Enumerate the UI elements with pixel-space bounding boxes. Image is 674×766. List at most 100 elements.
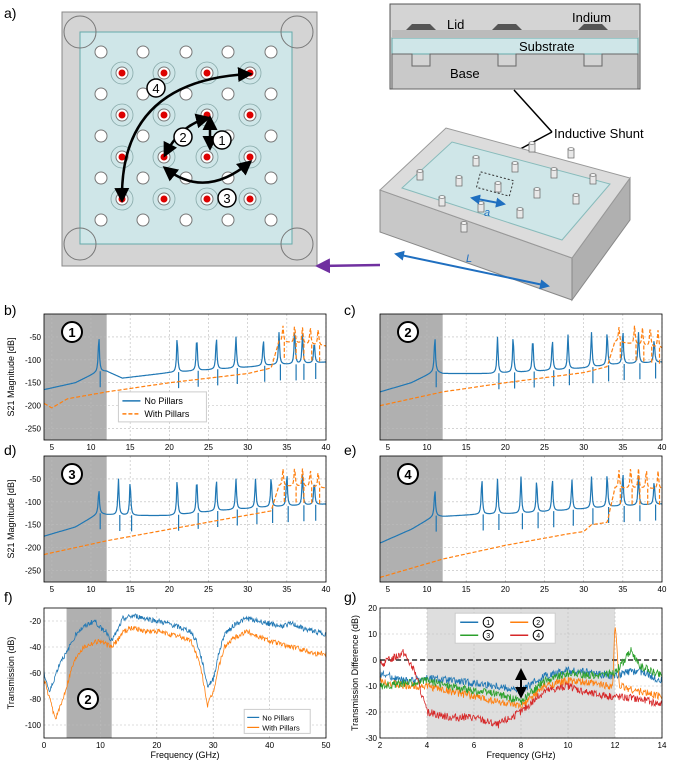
pillar xyxy=(264,171,278,185)
cross-section-schematic: Lid Indium Substrate Base xyxy=(389,3,641,90)
x-tick-label: 40 xyxy=(265,741,274,750)
path-marker-1: 1 xyxy=(212,130,232,150)
y-tick-label: -30 xyxy=(365,734,377,743)
legend: 1 2 3 4 xyxy=(454,612,556,644)
x-tick-label: 15 xyxy=(462,585,471,594)
x-tick-label: 15 xyxy=(126,443,135,452)
y-tick-label: -150 xyxy=(25,521,42,530)
dim-a-arrow xyxy=(470,194,506,208)
y-tick-label: -10 xyxy=(365,682,377,691)
port-dot xyxy=(160,111,168,119)
box-pillar-top xyxy=(416,169,424,173)
path-marker-3: 3 xyxy=(217,188,237,208)
series-no-pillars xyxy=(44,613,326,693)
pillar xyxy=(136,45,150,59)
y-tick-label: -250 xyxy=(25,425,42,434)
x-tick-label: 6 xyxy=(472,741,477,750)
pillar xyxy=(179,45,193,59)
pillar xyxy=(94,213,108,227)
panel-label-d: d) xyxy=(4,442,16,458)
x-tick-label: 15 xyxy=(126,585,135,594)
x-tick-label: 25 xyxy=(204,443,213,452)
pillar xyxy=(264,213,278,227)
y-axis-label: Transmission Difference (dB) xyxy=(350,615,360,731)
series-4 xyxy=(380,649,662,729)
plot-frame xyxy=(379,607,663,739)
box-pillar-top xyxy=(460,221,468,225)
y-tick-label: 0 xyxy=(373,656,378,665)
series-group xyxy=(44,325,326,409)
x-tick-label: 35 xyxy=(282,443,291,452)
legend-box xyxy=(117,391,207,423)
y-tick-label: -200 xyxy=(25,544,42,553)
x-tick-label: 10 xyxy=(87,443,96,452)
x-tick-label: 20 xyxy=(152,741,161,750)
dim-L-label: L xyxy=(466,253,472,265)
path-marker-4: 4 xyxy=(146,78,166,98)
y-axis-label: Transmission (dB) xyxy=(6,637,16,710)
x-axis-label: Frequency (GHz) xyxy=(486,750,555,760)
pillar xyxy=(221,87,235,101)
legend-marker xyxy=(482,616,494,628)
top-view-schematic: 1 2 3 4 xyxy=(61,11,318,267)
chart-b: 5 10 15 20 25 30 35 40 -50 -100 -150 -200 -250 S21 Ma… xyxy=(6,313,331,452)
path-marker-label: 3 xyxy=(68,467,75,482)
series-with-pillars xyxy=(380,325,662,407)
series-no-pillars xyxy=(380,474,662,544)
x-tick-label: 2 xyxy=(378,741,383,750)
series-group xyxy=(44,468,326,556)
path-marker-label: 2 xyxy=(84,692,91,707)
path-marker-label: 4 xyxy=(404,467,412,482)
pillar xyxy=(221,213,235,227)
x-tick-label: 40 xyxy=(658,585,667,594)
dim-a-label: a xyxy=(484,207,490,219)
indium-label: Indium xyxy=(572,10,611,25)
y-tick-label: -50 xyxy=(29,475,41,484)
pillar xyxy=(179,213,193,227)
x-tick-label: 25 xyxy=(540,585,549,594)
x-tick-label: 20 xyxy=(165,585,174,594)
x-tick-label: 35 xyxy=(618,443,627,452)
x-tick-label: 25 xyxy=(204,585,213,594)
y-tick-label: -100 xyxy=(25,356,42,365)
legend-label: 4 xyxy=(536,633,540,640)
corner-circle xyxy=(280,15,314,49)
port-dot xyxy=(246,153,254,161)
y-tick-label: -200 xyxy=(25,402,42,411)
box-pillar-top xyxy=(533,187,541,191)
svg-text:1: 1 xyxy=(218,133,225,148)
x-tick-label: 50 xyxy=(322,741,331,750)
chart-f: 0 10 20 30 40 50 -20 -40 -60 -80 -100 Transmission … xyxy=(6,607,331,760)
box-pillar-top xyxy=(511,161,519,165)
x-tick-label: 30 xyxy=(579,585,588,594)
isometric-box: a L xyxy=(379,127,631,302)
x-tick-label: 15 xyxy=(462,443,471,452)
port-dot xyxy=(160,195,168,203)
inductive-shunt-label: Inductive Shunt xyxy=(554,126,644,141)
path-marker xyxy=(61,321,83,343)
y-axis-label: S21 Magnitude [dB] xyxy=(6,479,16,558)
x-tick-label: 10 xyxy=(423,443,432,452)
y-tick-label: -150 xyxy=(25,379,42,388)
legend-marker xyxy=(532,629,544,641)
box-pillar-top xyxy=(589,173,597,177)
port-dot xyxy=(246,111,254,119)
x-tick-label: 25 xyxy=(540,443,549,452)
box-pillar-top xyxy=(472,155,480,159)
legend-label: No Pillars xyxy=(262,713,294,722)
x-tick-label: 5 xyxy=(386,585,391,594)
chart-c: 5 10 15 20 25 30 35 40 2 xyxy=(379,313,667,452)
x-tick-label: 5 xyxy=(386,443,391,452)
box-pillar-top xyxy=(550,167,558,171)
legend-label: 3 xyxy=(486,633,490,640)
y-tick-label: -20 xyxy=(29,617,41,626)
series-2 xyxy=(380,627,662,710)
box-pillar-top xyxy=(572,193,580,197)
pillar xyxy=(136,171,150,185)
series-with-pillars xyxy=(44,468,326,556)
x-tick-label: 30 xyxy=(243,585,252,594)
port-dot xyxy=(203,153,211,161)
